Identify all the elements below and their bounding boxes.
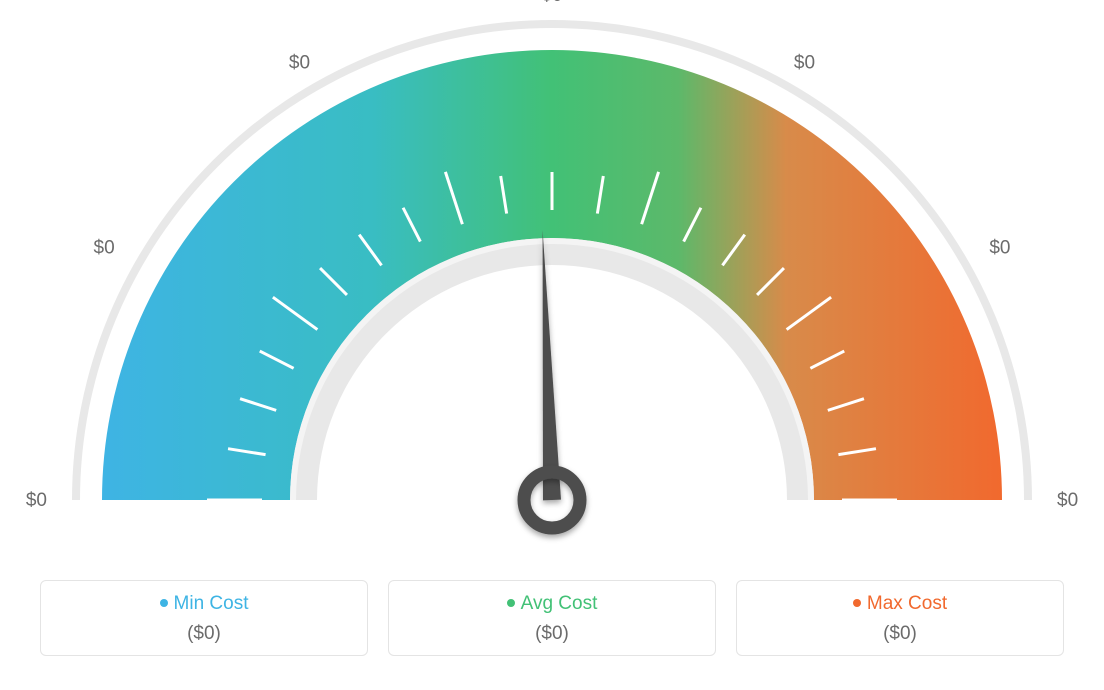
svg-text:$0: $0 bbox=[541, 0, 562, 6]
legend-title-max: Max Cost bbox=[737, 593, 1063, 615]
legend-row: Min Cost ($0) Avg Cost ($0) Max Cost ($0… bbox=[40, 580, 1064, 656]
svg-text:$0: $0 bbox=[794, 53, 815, 74]
dot-icon bbox=[853, 599, 861, 607]
legend-card-min: Min Cost ($0) bbox=[40, 580, 368, 656]
gauge-svg: $0 $0 $0 $0 $0 $0 $0 bbox=[0, 0, 1104, 560]
legend-value-min: ($0) bbox=[41, 623, 367, 645]
svg-text:$0: $0 bbox=[94, 238, 115, 259]
legend-label: Avg Cost bbox=[521, 593, 598, 614]
legend-title-min: Min Cost bbox=[41, 593, 367, 615]
cost-gauge-chart: $0 $0 $0 $0 $0 $0 $0 Min Cost ($0) Avg Cost ($… bbox=[0, 0, 1104, 690]
legend-label: Min Cost bbox=[174, 593, 249, 614]
gauge-area: $0 $0 $0 $0 $0 $0 $0 bbox=[0, 0, 1104, 560]
legend-value-max: ($0) bbox=[737, 623, 1063, 645]
legend-card-max: Max Cost ($0) bbox=[736, 580, 1064, 656]
legend-title-avg: Avg Cost bbox=[389, 593, 715, 615]
svg-text:$0: $0 bbox=[989, 238, 1010, 259]
dot-icon bbox=[507, 599, 515, 607]
legend-card-avg: Avg Cost ($0) bbox=[388, 580, 716, 656]
dot-icon bbox=[160, 599, 168, 607]
svg-text:$0: $0 bbox=[289, 53, 310, 74]
legend-label: Max Cost bbox=[867, 593, 947, 614]
svg-text:$0: $0 bbox=[1057, 490, 1078, 511]
svg-text:$0: $0 bbox=[26, 490, 47, 511]
legend-value-avg: ($0) bbox=[389, 623, 715, 645]
